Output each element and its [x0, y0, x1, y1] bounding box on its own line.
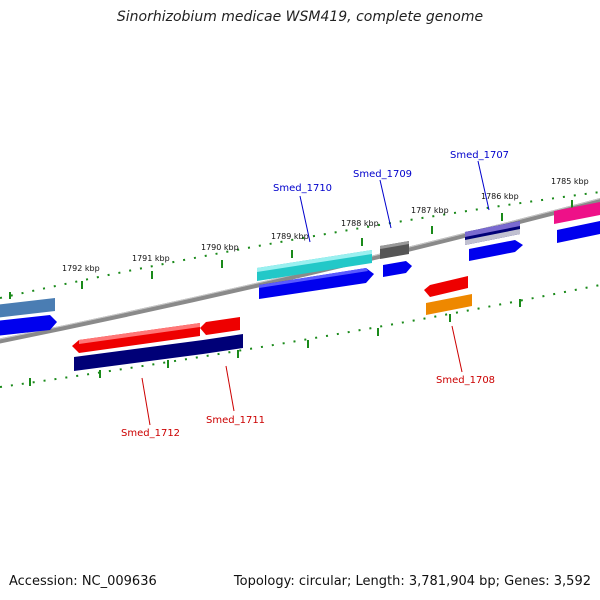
major-ticks — [9, 200, 573, 299]
leader-smed-1711 — [225, 365, 235, 412]
cds-smed-1707[interactable] — [469, 240, 523, 261]
gene-label-smed-1709[interactable]: Smed_1709 — [353, 169, 412, 180]
tick-label-1792: 1792 kbp — [62, 264, 100, 273]
tick-label-1788: 1788 kbp — [341, 219, 379, 228]
feature-right-pink[interactable] — [554, 201, 600, 224]
tick-label-1785: 1785 kbp — [551, 177, 589, 186]
tick-label-1789: 1789 kbp — [271, 232, 309, 241]
cds-smed-1712[interactable] — [74, 340, 203, 371]
inner-major-ticks — [29, 299, 521, 386]
genome-backbone — [0, 198, 600, 344]
gene-label-smed-1711[interactable]: Smed_1711 — [206, 415, 265, 426]
tick-label-1790: 1790 kbp — [201, 243, 239, 252]
cds-left-blue[interactable] — [0, 315, 57, 336]
leader-smed-1710 — [299, 195, 311, 243]
leader-smed-1712 — [141, 377, 151, 426]
gene-label-smed-1712[interactable]: Smed_1712 — [121, 428, 180, 439]
genome-summary-text: Topology: circular; Length: 3,781,904 bp… — [233, 574, 591, 589]
inner-scale-track — [0, 284, 600, 388]
feature-smed-1711[interactable] — [200, 317, 240, 335]
tick-label-1791: 1791 kbp — [132, 254, 170, 263]
feature-smed-1708[interactable] — [424, 276, 468, 297]
leader-smed-1709 — [379, 179, 392, 229]
accession-text: Accession: NC_009636 — [9, 574, 157, 589]
tick-label-1787: 1787 kbp — [411, 206, 449, 215]
cds-right-blue[interactable] — [557, 220, 600, 243]
gene-label-smed-1707[interactable]: Smed_1707 — [450, 150, 509, 161]
genome-title: Sinorhizobium medicae WSM419, complete g… — [116, 9, 484, 25]
cds-smed-1711[interactable] — [203, 334, 243, 354]
leader-smed-1708 — [451, 325, 463, 373]
leader-smed-1707 — [477, 160, 490, 211]
gene-label-smed-1708[interactable]: Smed_1708 — [436, 375, 495, 386]
tick-label-1786: 1786 kbp — [481, 192, 519, 201]
feature-left-slate[interactable] — [0, 298, 55, 318]
cds-smed-1709[interactable] — [383, 261, 412, 277]
cds-smed-1710[interactable] — [259, 268, 374, 299]
cds-smed-1708[interactable] — [426, 294, 472, 315]
gene-label-smed-1710[interactable]: Smed_1710 — [273, 183, 332, 194]
